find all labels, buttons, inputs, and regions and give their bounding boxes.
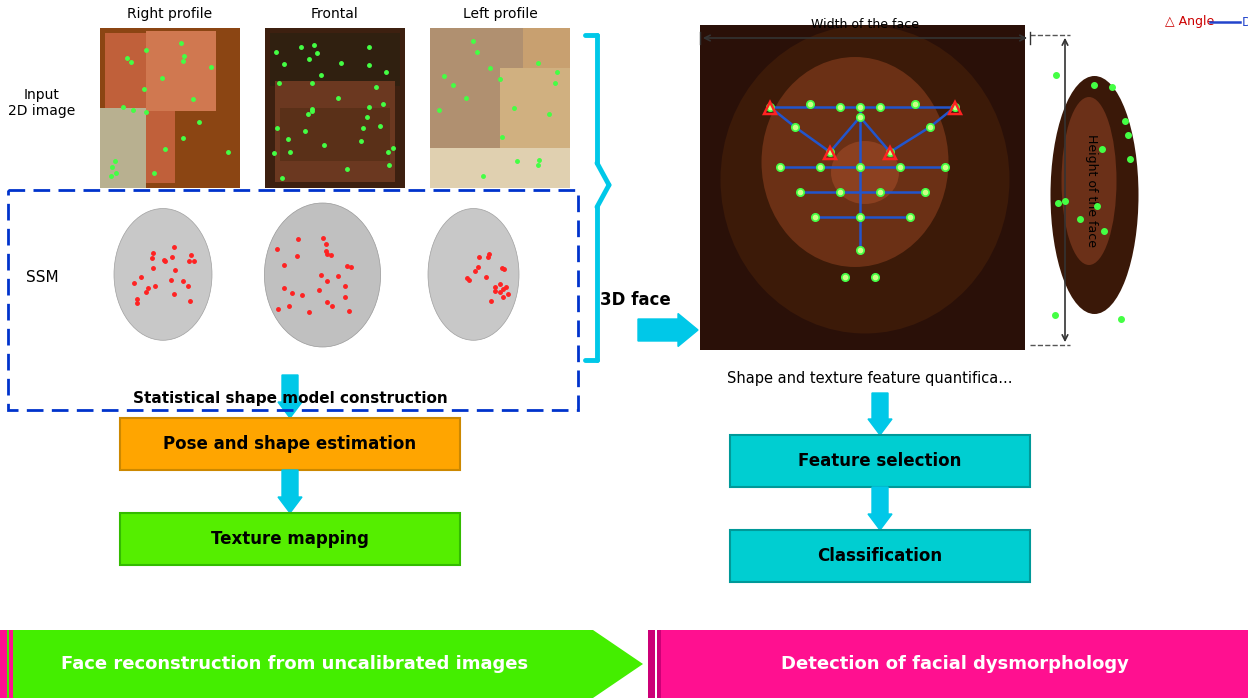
Ellipse shape bbox=[831, 141, 899, 204]
Polygon shape bbox=[0, 630, 643, 698]
Text: Detection of facial dysmorphology: Detection of facial dysmorphology bbox=[781, 655, 1129, 673]
Bar bbox=[431, 28, 570, 188]
Bar bbox=[280, 108, 389, 161]
Ellipse shape bbox=[265, 203, 381, 347]
Bar bbox=[100, 108, 146, 188]
Text: SSM: SSM bbox=[26, 269, 59, 285]
Bar bbox=[431, 148, 570, 188]
Text: Left profile: Left profile bbox=[463, 7, 538, 21]
Text: Classification: Classification bbox=[817, 547, 942, 565]
Bar bbox=[656, 630, 661, 698]
Ellipse shape bbox=[428, 209, 519, 340]
Text: Frontal: Frontal bbox=[311, 7, 359, 21]
Text: D: D bbox=[1242, 15, 1248, 29]
Text: Face reconstruction from uncalibrated images: Face reconstruction from uncalibrated im… bbox=[61, 655, 529, 673]
Bar bbox=[416, 200, 545, 355]
Text: Feature selection: Feature selection bbox=[799, 452, 962, 470]
Polygon shape bbox=[278, 470, 302, 513]
Bar bbox=[275, 81, 396, 182]
Bar bbox=[700, 25, 1025, 350]
Ellipse shape bbox=[114, 209, 212, 340]
Bar bbox=[9, 630, 12, 698]
Bar bbox=[431, 28, 523, 188]
Ellipse shape bbox=[720, 26, 1010, 334]
Bar bbox=[265, 28, 406, 188]
Bar bbox=[120, 513, 461, 565]
Bar bbox=[730, 530, 1030, 582]
Bar bbox=[270, 33, 401, 86]
Ellipse shape bbox=[1051, 76, 1138, 314]
Bar bbox=[730, 435, 1030, 487]
Polygon shape bbox=[869, 393, 892, 435]
Text: Width of the face: Width of the face bbox=[811, 17, 919, 31]
Text: Texture mapping: Texture mapping bbox=[211, 530, 369, 548]
Text: Right profile: Right profile bbox=[127, 7, 212, 21]
Text: Shape and texture feature quantifica...: Shape and texture feature quantifica... bbox=[728, 371, 1012, 385]
Text: Pose and shape estimation: Pose and shape estimation bbox=[163, 435, 417, 453]
Ellipse shape bbox=[1062, 97, 1117, 265]
Bar bbox=[100, 200, 240, 355]
Polygon shape bbox=[278, 375, 302, 418]
Bar bbox=[1045, 55, 1154, 335]
Bar bbox=[120, 418, 461, 470]
Text: △ Angle: △ Angle bbox=[1164, 15, 1214, 29]
Polygon shape bbox=[869, 487, 892, 530]
Bar bbox=[660, 630, 1248, 698]
Bar bbox=[695, 15, 1035, 365]
Bar bbox=[146, 31, 216, 111]
Bar bbox=[648, 630, 655, 698]
Bar bbox=[100, 28, 240, 188]
Bar bbox=[500, 68, 570, 148]
Bar bbox=[245, 195, 401, 355]
Text: Input
2D image: Input 2D image bbox=[9, 88, 76, 118]
Text: Height of the face: Height of the face bbox=[1085, 133, 1098, 246]
Text: Statistical shape model construction: Statistical shape model construction bbox=[132, 390, 447, 406]
Polygon shape bbox=[638, 313, 698, 346]
Text: 3D face: 3D face bbox=[599, 291, 670, 309]
Bar bbox=[105, 33, 175, 183]
Ellipse shape bbox=[761, 57, 948, 267]
Bar bbox=[0, 630, 7, 698]
